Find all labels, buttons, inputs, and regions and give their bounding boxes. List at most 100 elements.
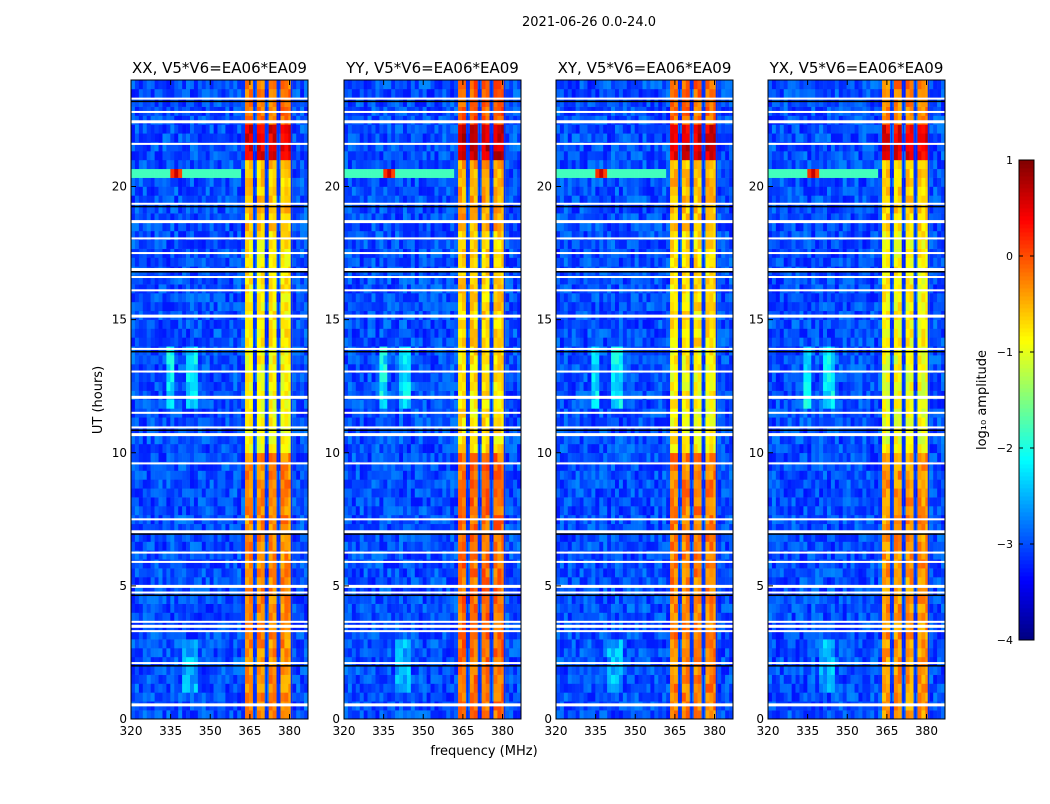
heatmap-cell bbox=[147, 595, 151, 604]
heatmap-cell bbox=[257, 400, 261, 409]
heatmap-cell bbox=[186, 258, 190, 267]
heatmap-cell bbox=[284, 89, 288, 98]
heatmap-cell bbox=[198, 346, 202, 355]
heatmap-cell bbox=[194, 382, 198, 391]
heatmap-cell bbox=[383, 417, 387, 426]
heatmap-cell bbox=[454, 542, 458, 551]
heatmap-cell bbox=[170, 151, 174, 160]
zero-row bbox=[131, 271, 308, 273]
heatmap-cell bbox=[166, 355, 170, 364]
heatmap-cell bbox=[198, 639, 202, 648]
heatmap-cell bbox=[170, 488, 174, 497]
heatmap-cell bbox=[174, 613, 178, 622]
heatmap-cell bbox=[194, 133, 198, 142]
heatmap-cell bbox=[296, 293, 300, 302]
heatmap-cell bbox=[482, 710, 486, 719]
heatmap-cell bbox=[273, 559, 277, 568]
heatmap-cell bbox=[190, 187, 194, 196]
heatmap-cell bbox=[399, 382, 403, 391]
heatmap-cell bbox=[151, 346, 155, 355]
heatmap-cell bbox=[300, 302, 304, 311]
heatmap-cell bbox=[182, 639, 186, 648]
heatmap-cell bbox=[170, 169, 174, 178]
heatmap-cell bbox=[221, 497, 225, 506]
heatmap-cell bbox=[364, 613, 368, 622]
heatmap-cell bbox=[300, 684, 304, 693]
heatmap-cell bbox=[505, 542, 509, 551]
heatmap-cell bbox=[486, 675, 490, 684]
heatmap-cell bbox=[135, 577, 139, 586]
heatmap-cell bbox=[194, 373, 198, 382]
heatmap-cell bbox=[249, 657, 253, 666]
heatmap-cell bbox=[166, 613, 170, 622]
heatmap-cell bbox=[166, 151, 170, 160]
heatmap-cell bbox=[415, 417, 419, 426]
heatmap-cell bbox=[344, 639, 348, 648]
heatmap-cell bbox=[237, 613, 241, 622]
heatmap-cell bbox=[509, 675, 513, 684]
heatmap-cell bbox=[155, 151, 159, 160]
heatmap-cell bbox=[427, 595, 431, 604]
heatmap-cell bbox=[155, 89, 159, 98]
heatmap-cell bbox=[229, 595, 233, 604]
heatmap-cell bbox=[162, 506, 166, 515]
heatmap-cell bbox=[474, 710, 478, 719]
heatmap-cell bbox=[352, 444, 356, 453]
heatmap-cell bbox=[210, 240, 214, 249]
heatmap-cell bbox=[214, 116, 218, 125]
heatmap-cell bbox=[434, 559, 438, 568]
heatmap-cell bbox=[411, 497, 415, 506]
heatmap-cell bbox=[159, 479, 163, 488]
heatmap-cell bbox=[131, 453, 135, 462]
heatmap-cell bbox=[454, 613, 458, 622]
heatmap-cell bbox=[352, 577, 356, 586]
heatmap-cell bbox=[352, 710, 356, 719]
heatmap-cell bbox=[269, 488, 273, 497]
heatmap-cell bbox=[131, 187, 135, 196]
heatmap-cell bbox=[269, 684, 273, 693]
heatmap-cell bbox=[237, 116, 241, 125]
heatmap-cell bbox=[261, 453, 265, 462]
zero-row bbox=[131, 101, 308, 103]
heatmap-cell bbox=[162, 639, 166, 648]
heatmap-cell bbox=[415, 382, 419, 391]
heatmap-cell bbox=[407, 497, 411, 506]
flagged-row bbox=[131, 111, 308, 113]
heatmap-cell bbox=[284, 222, 288, 231]
heatmap-cell bbox=[241, 337, 245, 346]
heatmap-cell bbox=[383, 595, 387, 604]
heatmap-cell bbox=[159, 284, 163, 293]
heatmap-cell bbox=[162, 417, 166, 426]
heatmap-cell bbox=[198, 133, 202, 142]
heatmap-cell bbox=[292, 613, 296, 622]
heatmap-cell bbox=[273, 577, 277, 586]
heatmap-cell bbox=[296, 648, 300, 657]
heatmap-cell bbox=[214, 542, 218, 551]
heatmap-cell bbox=[202, 187, 206, 196]
heatmap-cell bbox=[178, 568, 182, 577]
heatmap-cell bbox=[198, 284, 202, 293]
heatmap-cell bbox=[391, 559, 395, 568]
heatmap-cell bbox=[214, 178, 218, 187]
heatmap-cell bbox=[147, 133, 151, 142]
heatmap-cell bbox=[135, 382, 139, 391]
heatmap-cell bbox=[237, 222, 241, 231]
heatmap-cell bbox=[513, 577, 517, 586]
heatmap-cell bbox=[280, 80, 284, 89]
heatmap-cell bbox=[360, 595, 364, 604]
heatmap-cell bbox=[513, 568, 517, 577]
heatmap-cell bbox=[229, 160, 233, 169]
heatmap-cell bbox=[170, 382, 174, 391]
heatmap-cell bbox=[261, 479, 265, 488]
heatmap-cell bbox=[379, 657, 383, 666]
heatmap-cell bbox=[237, 284, 241, 293]
heatmap-cell bbox=[399, 675, 403, 684]
heatmap-cell bbox=[300, 258, 304, 267]
heatmap-cell bbox=[375, 542, 379, 551]
heatmap-cell bbox=[450, 453, 454, 462]
heatmap-cell bbox=[280, 559, 284, 568]
heatmap-cell bbox=[474, 506, 478, 515]
heatmap-cell bbox=[166, 222, 170, 231]
heatmap-cell bbox=[245, 559, 249, 568]
heatmap-cell bbox=[450, 692, 454, 701]
